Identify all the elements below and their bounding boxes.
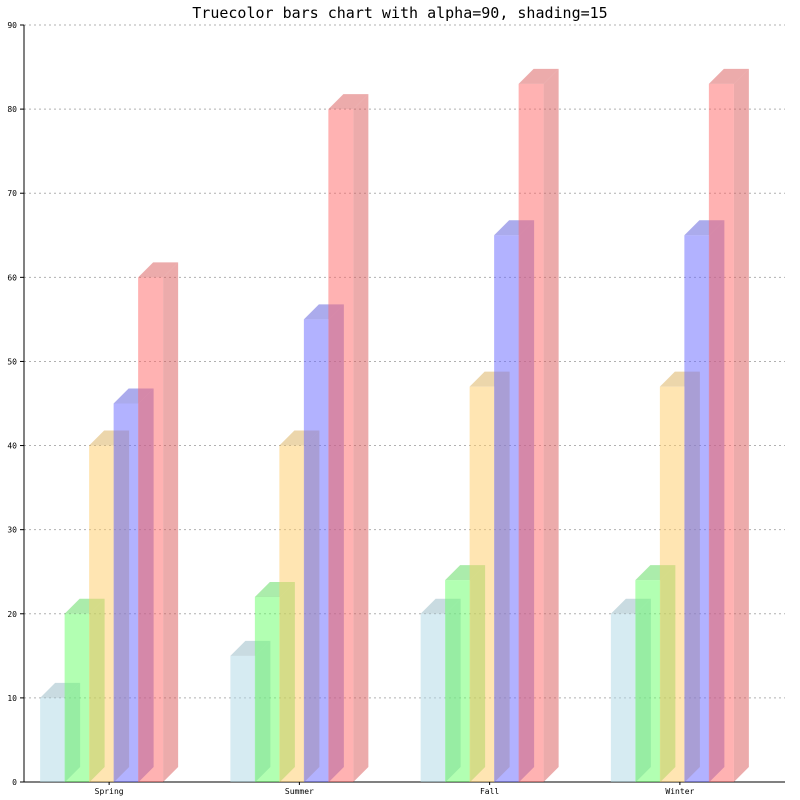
bar (328, 94, 369, 783)
bar-front-face (610, 613, 636, 782)
y-tick-label: 0 (12, 778, 17, 787)
bar-front-face (113, 403, 139, 782)
bar-front-face (303, 319, 329, 782)
bar-top-face (518, 68, 559, 84)
bar-front-face (494, 235, 520, 782)
y-tick-label: 50 (7, 357, 17, 366)
bar-front-face (89, 445, 115, 782)
x-tick-label: Fall (480, 787, 499, 796)
y-tick-label: 70 (7, 189, 17, 198)
bar (708, 68, 749, 782)
bar-front-face (659, 386, 685, 782)
bar (518, 68, 559, 782)
bar-front-face (230, 655, 256, 782)
y-tick-label: 60 (7, 273, 17, 282)
bar-front-face (708, 83, 734, 782)
bar-front-face (445, 580, 471, 782)
y-tick-label: 80 (7, 105, 17, 114)
y-tick-label: 10 (7, 694, 17, 703)
bar-side-face (733, 68, 749, 782)
x-tick-label: Spring (95, 787, 124, 796)
axis-labels: 0 10 20 30 40 50 60 70 80 90 Spring Summer Fall Winte… (7, 21, 694, 796)
bar-front-face (64, 613, 90, 782)
bar-top-face (708, 68, 749, 84)
bars (40, 68, 749, 783)
bar-front-face (328, 109, 354, 783)
bar-front-face (684, 235, 710, 782)
x-tick-label: Summer (285, 787, 314, 796)
bar-front-face (469, 386, 495, 782)
bar (138, 262, 179, 782)
bar-front-face (254, 596, 280, 782)
bar-top-face (138, 262, 179, 278)
bar-front-face (138, 277, 164, 782)
y-tick-label: 30 (7, 526, 17, 535)
bar-side-face (353, 94, 369, 783)
x-tick-label: Winter (665, 787, 694, 796)
y-tick-label: 40 (7, 442, 17, 451)
y-tick-label: 20 (7, 610, 17, 619)
bar-front-face (40, 697, 66, 782)
bar-top-face (328, 94, 369, 110)
bar-front-face (420, 613, 446, 782)
bar-side-face (543, 68, 559, 782)
bar-side-face (163, 262, 179, 782)
chart-title: Truecolor bars chart with alpha=90, shad… (192, 4, 607, 22)
bar-front-face (635, 580, 661, 782)
y-tick-label: 90 (7, 21, 17, 30)
bar-front-face (279, 445, 305, 782)
bar-front-face (518, 83, 544, 782)
